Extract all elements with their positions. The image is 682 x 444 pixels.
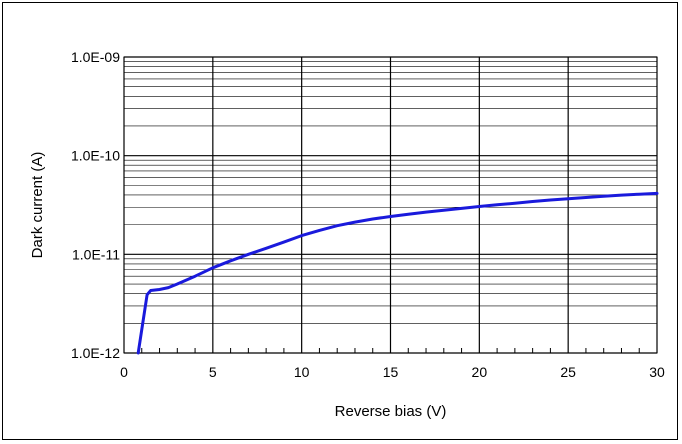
plot-area-border [123, 56, 658, 354]
y-tick-label: 1.0E-11 [72, 246, 120, 262]
y-axis-title: Dark current (A) [29, 152, 46, 259]
y-axis-tick-labels: 1.0E-12 1.0E-11 1.0E-10 1.0E-09 [71, 49, 120, 361]
x-tick-label: 15 [383, 364, 399, 380]
major-gridlines [123, 56, 658, 354]
x-tick-label: 25 [560, 364, 576, 380]
series-layer [136, 191, 659, 355]
x-minor-ticks [141, 348, 640, 353]
x-tick-label: 30 [649, 364, 665, 380]
x-axis-tick-labels: 0 5 10 15 20 25 30 [120, 364, 665, 380]
x-tick-label: 5 [209, 364, 217, 380]
x-tick-label: 10 [294, 364, 310, 380]
x-axis-title: Reverse bias (V) [335, 403, 447, 420]
chart-frame [2, 2, 678, 440]
y-tick-label: 1.0E-12 [71, 345, 120, 361]
dark-current-line [136, 191, 659, 355]
x-tick-label: 0 [120, 364, 128, 380]
y-tick-label: 1.0E-09 [71, 49, 120, 65]
y-tick-label: 1.0E-10 [71, 148, 120, 164]
x-tick-label: 20 [472, 364, 488, 380]
